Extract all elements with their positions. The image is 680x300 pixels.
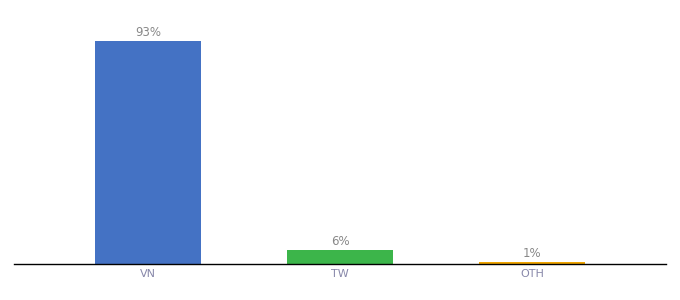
Bar bbox=[95, 41, 201, 264]
Text: 6%: 6% bbox=[330, 235, 350, 248]
Bar bbox=[479, 262, 585, 264]
Text: 93%: 93% bbox=[135, 26, 161, 39]
Bar bbox=[287, 250, 393, 264]
Text: 1%: 1% bbox=[523, 247, 541, 260]
